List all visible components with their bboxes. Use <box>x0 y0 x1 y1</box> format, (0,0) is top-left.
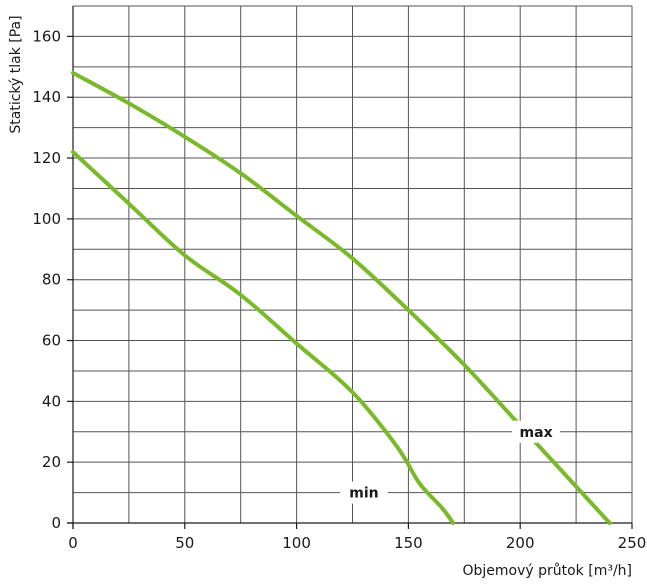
x-tick-label: 150 <box>394 534 423 552</box>
tick-labels: 0 20 40 60 80 100 120 140 160 0 50 100 150 200 250 <box>32 27 646 552</box>
x-tick-label: 250 <box>618 534 647 552</box>
y-tick-label: 100 <box>32 210 61 228</box>
y-axis-title: Statický tlak [Pa] <box>8 15 24 133</box>
curves: max min <box>71 70 612 525</box>
x-tick-label: 200 <box>506 534 535 552</box>
series-line-max <box>71 70 612 525</box>
y-tick-label: 0 <box>51 514 61 532</box>
y-tick-label: 80 <box>42 271 61 289</box>
x-tick-label: 100 <box>282 534 311 552</box>
y-tick-label: 60 <box>42 332 61 350</box>
series-label-max: max <box>520 425 553 441</box>
y-tick-label: 20 <box>42 453 61 471</box>
x-axis-title: Objemový průtok [m³/h] <box>462 563 632 579</box>
series-label-bg <box>512 420 561 443</box>
x-tick-label: 50 <box>175 534 194 552</box>
y-tick-label: 120 <box>32 149 61 167</box>
grid <box>73 5 633 523</box>
axes <box>67 6 633 529</box>
series-line-min <box>71 149 456 525</box>
y-tick-label: 40 <box>42 392 61 410</box>
series-label-bg <box>339 481 388 504</box>
x-tick-label: 0 <box>68 534 78 552</box>
y-tick-label: 140 <box>32 88 61 106</box>
series-label-min: min <box>349 486 378 502</box>
y-tick-label: 160 <box>32 27 61 45</box>
